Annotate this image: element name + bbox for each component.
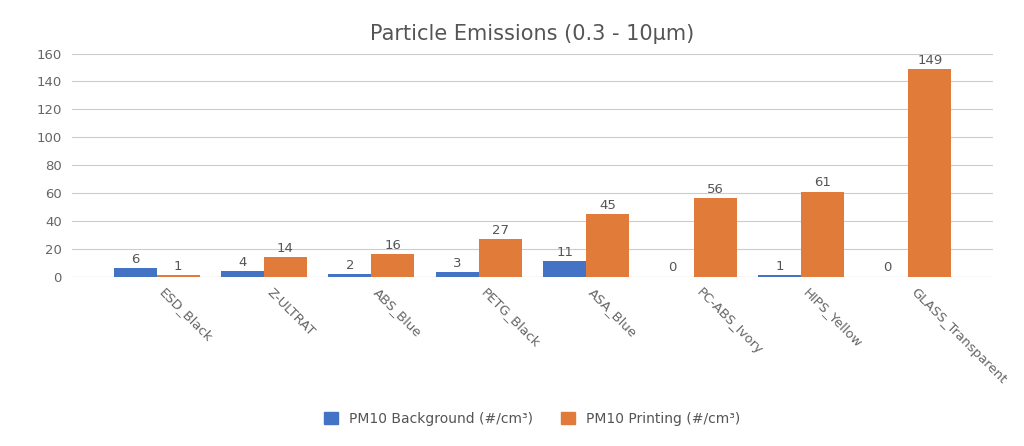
Bar	[329, 274, 372, 277]
Bar	[157, 275, 200, 277]
Bar	[801, 191, 844, 277]
Text: 1: 1	[775, 260, 783, 273]
Bar	[114, 268, 157, 277]
Text: 61: 61	[814, 177, 830, 190]
Bar	[372, 254, 415, 277]
Bar	[543, 261, 586, 277]
Bar	[758, 275, 801, 277]
Text: 0: 0	[668, 261, 676, 274]
Bar	[908, 69, 951, 277]
Legend: PM10 Background (#/cm³), PM10 Printing (#/cm³): PM10 Background (#/cm³), PM10 Printing (…	[318, 406, 746, 431]
Bar	[586, 214, 629, 277]
Text: 14: 14	[278, 242, 294, 255]
Bar	[436, 273, 479, 277]
Text: 11: 11	[556, 246, 573, 259]
Text: 1: 1	[174, 260, 182, 273]
Text: 0: 0	[883, 261, 891, 274]
Bar	[221, 271, 264, 277]
Text: 149: 149	[918, 54, 942, 67]
Text: 16: 16	[384, 239, 401, 252]
Bar	[264, 257, 307, 277]
Text: 56: 56	[707, 183, 724, 196]
Text: 2: 2	[346, 259, 354, 272]
Title: Particle Emissions (0.3 - 10μm): Particle Emissions (0.3 - 10μm)	[371, 24, 694, 44]
Text: 6: 6	[131, 253, 139, 266]
Bar	[693, 198, 736, 277]
Text: 45: 45	[599, 199, 616, 212]
Text: 4: 4	[239, 256, 247, 269]
Text: 27: 27	[492, 224, 509, 237]
Bar	[479, 239, 522, 277]
Text: 3: 3	[453, 257, 462, 270]
